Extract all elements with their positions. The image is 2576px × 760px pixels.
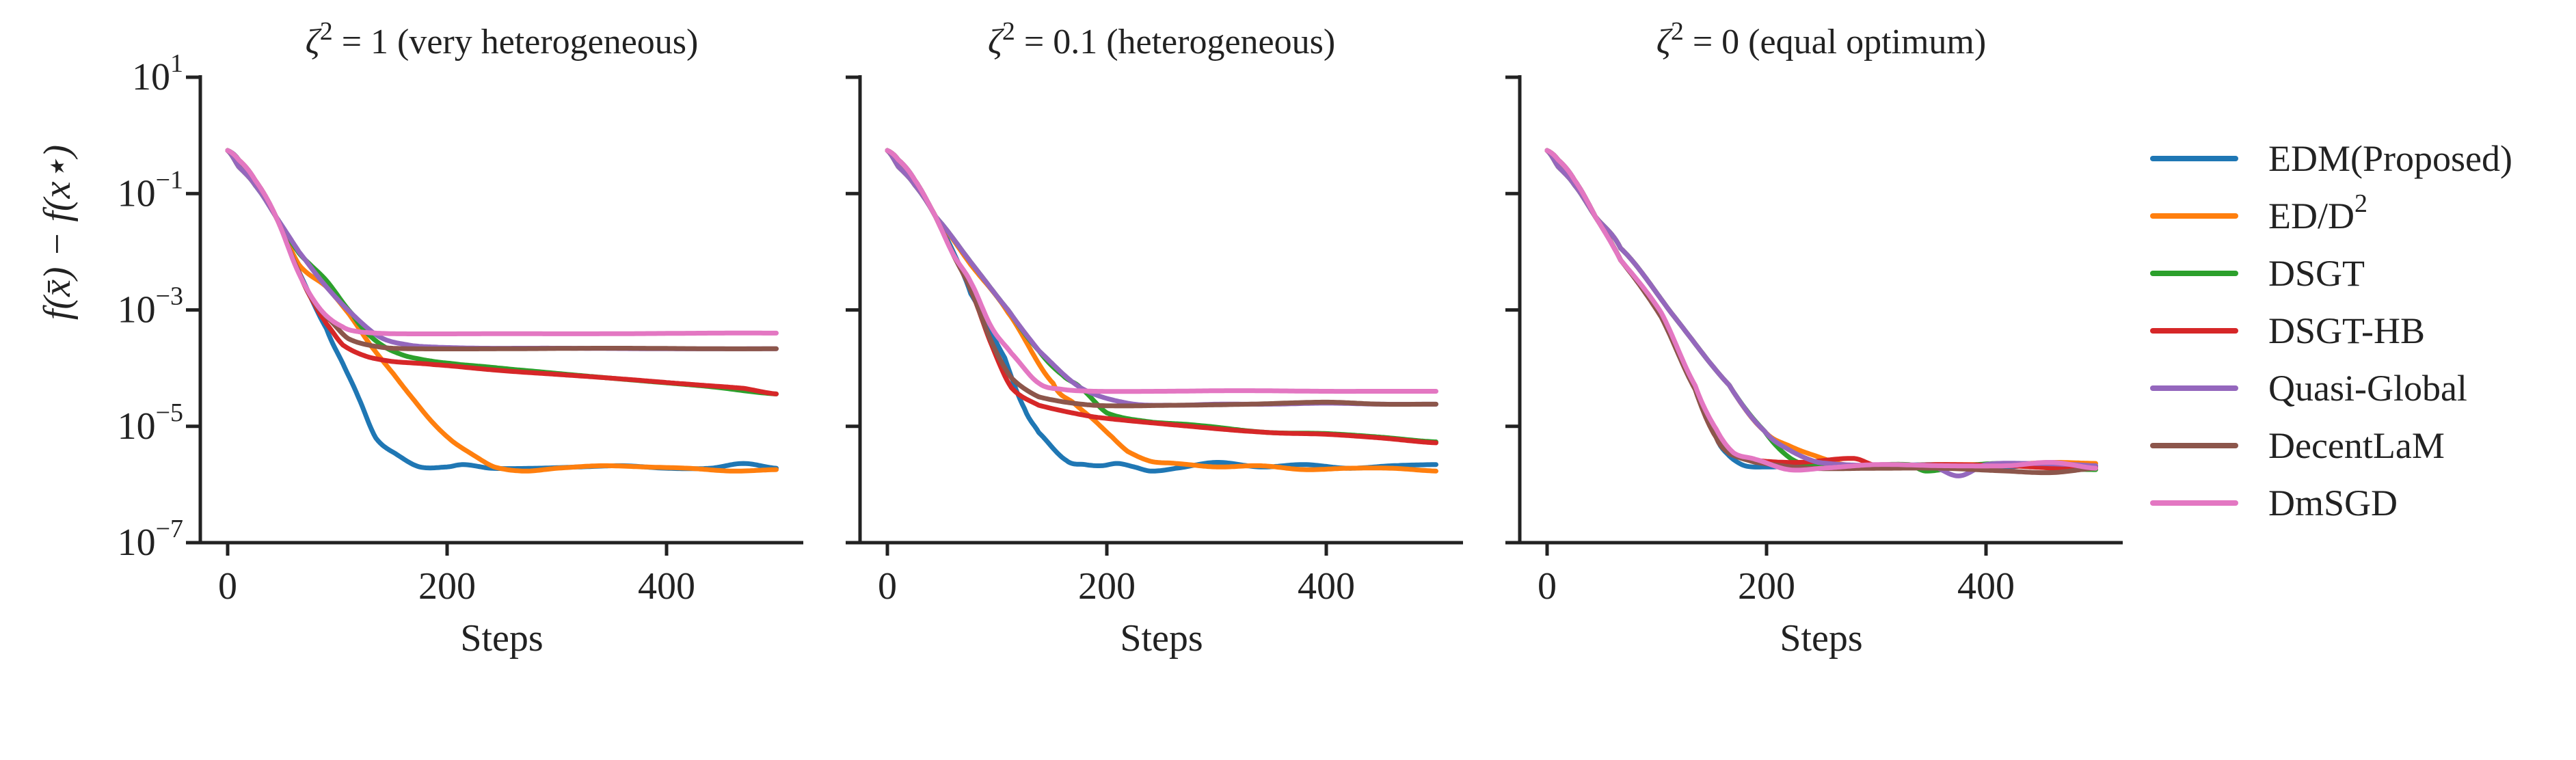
legend-label: DmSGD	[2268, 483, 2398, 524]
legend-label: ED/D2	[2268, 189, 2367, 236]
title-symbol: ζ	[306, 23, 322, 62]
x-axis-label: Steps	[460, 617, 543, 660]
y-tick-base: 10	[118, 289, 156, 331]
legend-label: Quasi-Global	[2268, 368, 2467, 409]
legend-label-superscript: 2	[2354, 189, 2367, 218]
panel-title: ζ2 = 0.1 (heterogeneous)	[988, 17, 1335, 62]
y-tick-base: 10	[118, 521, 156, 564]
series-line-edm-proposed	[1544, 148, 2098, 470]
series-line-decentlam	[1544, 148, 2098, 476]
y-tick-label: 10−5	[118, 398, 183, 448]
legend: EDM(Proposed) ED/D2 DSGT DSGT-HB Quasi-Globa…	[2150, 138, 2512, 524]
y-tick-exponent: 1	[170, 49, 183, 78]
legend-label-text: DecentLaM	[2268, 425, 2445, 466]
x-tick-label: 0	[1538, 565, 1557, 608]
series-line-dsgt	[1544, 148, 2098, 474]
series-line-dsgt-hb	[885, 148, 1438, 446]
series-line-dmsgd	[1544, 148, 2098, 473]
y-tick-base: 10	[118, 172, 156, 215]
series-line-edm-proposed	[225, 148, 779, 472]
legend-label: EDM(Proposed)	[2268, 138, 2512, 179]
legend-item-dmsgd: DmSGD	[2150, 483, 2398, 524]
y-tick-label: 10−7	[118, 515, 183, 564]
series-line-dsgt-hb	[1544, 148, 2098, 471]
legend-item-dsgt: DSGT	[2150, 253, 2365, 294]
legend-item-dsgt-hb: DSGT-HB	[2150, 310, 2425, 351]
panel-title: ζ2 = 1 (very heterogeneous)	[306, 17, 699, 62]
title-text: = 0 (equal optimum)	[1684, 23, 1986, 62]
x-tick-label: 0	[218, 565, 237, 608]
legend-label-text: DmSGD	[2268, 483, 2398, 524]
legend-label: DSGT	[2268, 253, 2365, 294]
title-superscript: 2	[320, 17, 333, 46]
panels: ζ2 = 1 (very heterogeneous)10110−110−310…	[118, 17, 2123, 660]
y-tick-exponent: −1	[156, 165, 183, 194]
x-tick-label: 200	[1738, 565, 1795, 608]
x-tick-label: 400	[1298, 565, 1355, 608]
y-tick-base: 10	[132, 56, 170, 98]
title-symbol: ζ	[988, 23, 1004, 62]
legend-item-ed-d2: ED/D2	[2150, 189, 2367, 236]
x-axis-label: Steps	[1780, 617, 1862, 660]
x-tick-label: 200	[1078, 565, 1136, 608]
series-line-decentlam	[885, 148, 1438, 409]
legend-item-edm-proposed: EDM(Proposed)	[2150, 138, 2512, 179]
y-tick-exponent: −3	[156, 282, 183, 311]
series-line-quasi-global	[1544, 148, 2098, 478]
title-text: = 0.1 (heterogeneous)	[1015, 23, 1335, 62]
y-tick-base: 10	[118, 405, 156, 448]
legend-label-text: DSGT	[2268, 253, 2365, 294]
title-superscript: 2	[1002, 17, 1015, 46]
legend-label: DSGT-HB	[2268, 310, 2425, 351]
panel-1: ζ2 = 1 (very heterogeneous)10110−110−310…	[118, 17, 803, 660]
x-axis-label: Steps	[1120, 617, 1203, 660]
legend-label-text: DSGT-HB	[2268, 310, 2425, 351]
panel-3: ζ2 = 0 (equal optimum) 0 200 400 Steps	[1505, 17, 2123, 660]
y-tick-label: 10−3	[118, 282, 183, 331]
x-tick-label: 200	[418, 565, 476, 608]
series-line-decentlam	[225, 148, 779, 351]
panel-2: ζ2 = 0.1 (heterogeneous) 0 200 400 Steps	[846, 17, 1463, 660]
legend-label-text: Quasi-Global	[2268, 368, 2467, 409]
y-axis-label-text: f(x̄) − f(x⋆)	[36, 145, 79, 320]
y-tick-exponent: −5	[156, 398, 183, 427]
x-tick-label: 0	[878, 565, 897, 608]
y-tick-label: 10−1	[118, 165, 183, 215]
legend-label: DecentLaM	[2268, 425, 2445, 466]
title-text: = 1 (very heterogeneous)	[333, 23, 699, 62]
legend-item-decentlam: DecentLaM	[2150, 425, 2445, 466]
y-tick-exponent: −7	[156, 515, 183, 543]
y-tick-label: 101	[132, 49, 183, 98]
legend-label-text: ED/D	[2268, 195, 2354, 236]
series-line-dmsgd	[225, 148, 779, 336]
y-axis-label: f(x̄) − f(x⋆)	[36, 145, 79, 320]
title-superscript: 2	[1671, 17, 1684, 46]
series-line-quasi-global	[225, 148, 779, 351]
series-line-dmsgd	[885, 148, 1438, 394]
series-line-ed-d2	[1544, 148, 2098, 468]
x-tick-label: 400	[638, 565, 695, 608]
series-line-ed-d2	[225, 148, 779, 474]
title-symbol: ζ	[1656, 23, 1673, 62]
panel-title: ζ2 = 0 (equal optimum)	[1656, 17, 1986, 62]
x-tick-label: 400	[1957, 565, 2015, 608]
legend-label-text: EDM(Proposed)	[2268, 138, 2512, 179]
legend-item-quasi-global: Quasi-Global	[2150, 368, 2467, 409]
